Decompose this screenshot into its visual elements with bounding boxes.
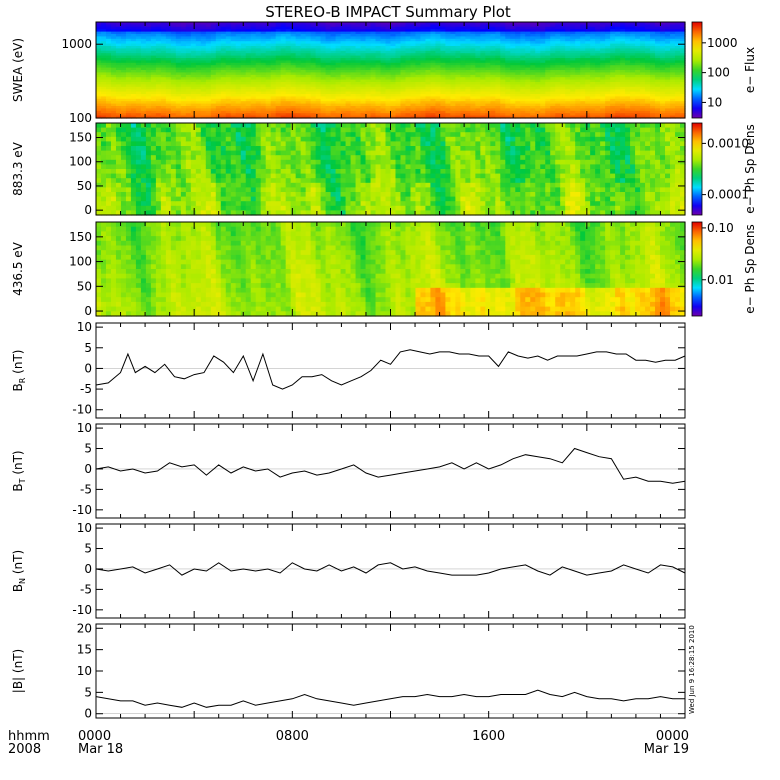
y-tick-label: 0: [84, 707, 92, 721]
colorbar-tick-label: 1000: [707, 36, 738, 50]
y-tick-label: 10: [77, 521, 92, 535]
y-tick-label: -5: [80, 382, 92, 396]
colorbar-label: e− Ph Sp Dens: [743, 224, 757, 313]
colorbar-tick-label: 0.01: [707, 273, 734, 287]
series-line-bmag: [95, 689, 685, 708]
time-tick-label: 0000: [656, 729, 689, 744]
panel-frame: [95, 322, 686, 419]
y-tick-label: 10: [77, 320, 92, 334]
y-tick-label: 10: [77, 421, 92, 435]
y-tick-label: 10: [77, 664, 92, 678]
time-corner-top: hhmm: [8, 729, 50, 744]
y-tick-label: 100: [69, 155, 92, 169]
series-line-bn: [95, 562, 686, 576]
y-tick-label: 0: [84, 361, 92, 375]
panel-frame: [95, 623, 686, 719]
y-axis-label: 883.3 eV: [11, 141, 25, 196]
y-tick-label: 50: [77, 279, 92, 293]
y-tick-label: 5: [84, 685, 92, 699]
y-axis-label: SWEA (eV): [11, 38, 25, 102]
y-tick-label: -10: [72, 403, 92, 417]
y-tick-label: 100: [69, 255, 92, 269]
panel-frame: [95, 423, 686, 519]
series-line-br: [95, 349, 686, 390]
panel-bt: -10 -5 0 5 10 BT (nT): [11, 421, 686, 519]
y-tick-label: -5: [80, 482, 92, 496]
panel-bn: -10 -5 0 5 10 BN (nT): [11, 521, 686, 619]
y-tick-label: 5: [84, 341, 92, 355]
panel-pad436: 0 50 100 150 436.5 eV 0.01 0.10 e− Ph Sp Dens: [11, 221, 757, 318]
y-tick-label: 150: [69, 230, 92, 244]
y-tick-label: 150: [69, 131, 92, 145]
colorbar-tick-label: 0.10: [707, 221, 734, 235]
time-tick-label: 0800: [276, 729, 309, 744]
y-axis-label: BR (nT): [11, 350, 27, 392]
y-axis-label: 436.5 eV: [11, 241, 25, 296]
timestamp-label: Wed Jun 9 16:28:15 2010: [688, 625, 696, 714]
time-tick-label: 1600: [472, 729, 505, 744]
colorbar-gradient: [691, 221, 703, 317]
colorbar-label: e− Flux: [743, 47, 757, 93]
y-tick-label: 50: [77, 179, 92, 193]
colorbar-tick-label: 0.0010: [707, 136, 749, 150]
y-tick-label: 1000: [61, 37, 92, 51]
y-tick-label: 0: [84, 562, 92, 576]
colorbar-pad436: 0.01 0.10 e− Ph Sp Dens: [691, 221, 757, 317]
colorbar-tick-label: 10: [707, 95, 722, 109]
y-tick-label: 5: [84, 542, 92, 556]
time-tick-label: 0000: [78, 729, 111, 744]
time-date-label: Mar 19: [644, 742, 689, 757]
colorbar-tick-label: 0.0001: [707, 188, 749, 202]
y-tick-label: 0: [84, 462, 92, 476]
y-axis-label: BN (nT): [11, 550, 27, 592]
panel-bmag: 0 5 10 15 20 |B| (nT): [11, 621, 686, 721]
y-tick-label: 20: [77, 621, 92, 635]
colorbar-gradient: [691, 21, 703, 119]
time-corner-bottom: 2008: [8, 742, 41, 757]
y-tick-label: -10: [72, 503, 92, 517]
panel-swea: 100 1000 SWEA (eV) 10 100 1000 e− Flux: [11, 21, 757, 125]
y-axis-label: |B| (nT): [11, 649, 25, 693]
plot-title: STEREO-B IMPACT Summary Plot: [265, 3, 511, 21]
y-tick-label: 15: [77, 643, 92, 657]
y-axis-label: BT (nT): [11, 450, 27, 491]
panel-br: -10 -5 0 5 10 BR (nT): [11, 320, 686, 419]
y-tick-label: 0: [84, 304, 92, 318]
y-tick-label: -10: [72, 603, 92, 617]
colorbar-label: e− Ph Sp Dens: [743, 124, 757, 213]
colorbar-tick-label: 100: [707, 66, 730, 80]
panel-frame: [95, 523, 686, 619]
series-line-bt: [95, 447, 686, 484]
y-tick-label: 0: [84, 203, 92, 217]
colorbar-gradient: [691, 122, 703, 216]
time-date-label: Mar 18: [78, 742, 123, 757]
colorbar-swea: 10 100 1000 e− Flux: [691, 21, 757, 119]
y-tick-label: 5: [84, 442, 92, 456]
y-tick-label: -5: [80, 582, 92, 596]
y-tick-label: 100: [69, 111, 92, 125]
